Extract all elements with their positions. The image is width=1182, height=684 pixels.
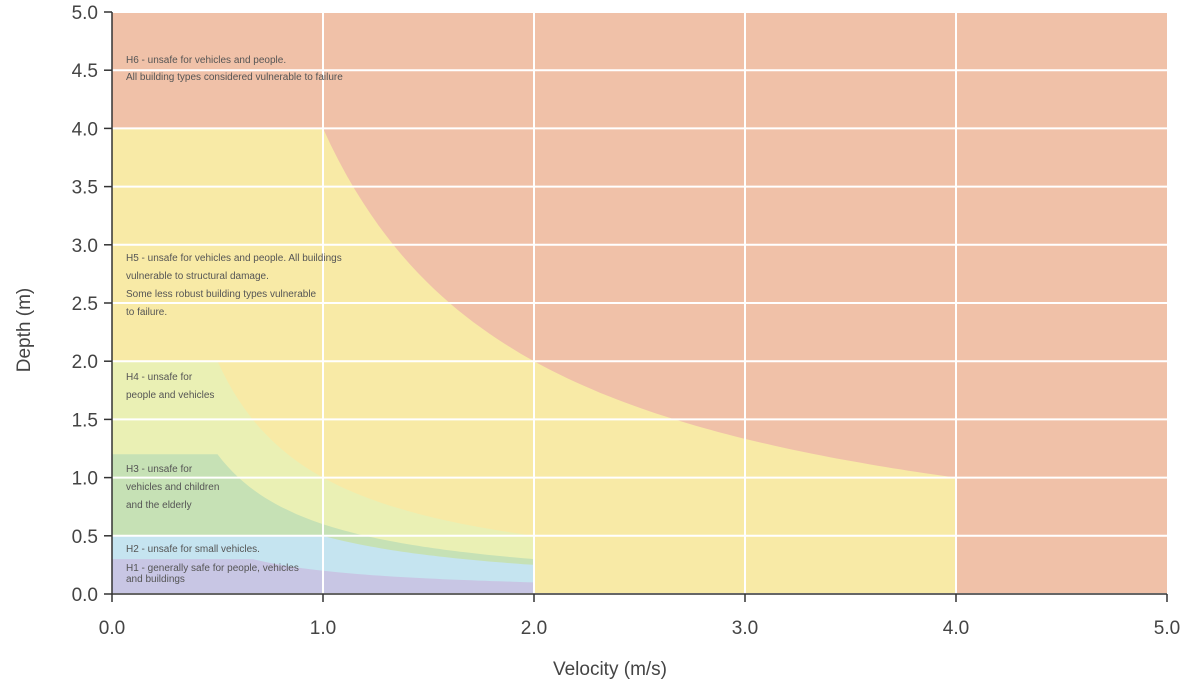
zone-label-line: All building types considered vulnerable… (126, 72, 343, 83)
y-tick-label: 3.0 (72, 236, 98, 257)
y-tick-label: 0.5 (72, 527, 98, 548)
zone-label-h4: H4 - unsafe for people and vehicles (126, 372, 214, 401)
zone-label-line: H4 - unsafe for (126, 372, 193, 383)
zone-label-line: H1 - generally safe for people, vehicles (126, 563, 299, 574)
zone-label-h3: H3 - unsafe for vehicles and children and … (126, 464, 219, 511)
x-tick-label: 1.0 (310, 618, 336, 639)
zone-label-line: and buildings (126, 574, 185, 585)
y-tick-label: 4.5 (72, 61, 98, 82)
zone-label-line: H5 - unsafe for vehicles and people. All… (126, 253, 342, 264)
x-tick-label: 3.0 (732, 618, 758, 639)
zone-label-h6: H6 - unsafe for vehicles and people. All … (126, 55, 343, 83)
zone-label-line: Some less robust building types vulnerab… (126, 289, 317, 300)
y-tick-label: 0.0 (72, 585, 98, 606)
y-axis-title: Depth (m) (14, 288, 35, 372)
y-tick-label: 5.0 (72, 3, 98, 24)
zone-label-line: and the elderly (126, 500, 192, 511)
y-tick-label: 4.0 (72, 119, 98, 140)
y-tick-label: 3.5 (72, 178, 98, 199)
x-tick-label: 2.0 (521, 618, 547, 639)
zone-label-line: vehicles and children (126, 482, 219, 493)
zone-label-line: to failure. (126, 307, 167, 318)
zone-label-h5: H5 - unsafe for vehicles and people. All… (126, 253, 342, 318)
zone-label-line: people and vehicles (126, 390, 214, 401)
y-tick-label: 2.5 (72, 294, 98, 315)
x-axis-title: Velocity (m/s) (553, 659, 667, 680)
y-tick-label: 2.0 (72, 352, 98, 373)
zone-label-line: H3 - unsafe for (126, 464, 193, 475)
y-tick-label: 1.5 (72, 410, 98, 431)
zone-label-h1: H1 - generally safe for people, vehicles… (126, 563, 299, 585)
zone-label-line: vulnerable to structural damage. (126, 271, 269, 282)
x-tick-label: 0.0 (99, 618, 125, 639)
x-tick-label: 4.0 (943, 618, 969, 639)
zone-label-line: H2 - unsafe for small vehicles. (126, 544, 260, 555)
zone-label-line: H6 - unsafe for vehicles and people. (126, 55, 286, 66)
x-tick-label: 5.0 (1154, 618, 1180, 639)
y-tick-label: 1.0 (72, 469, 98, 490)
zone-label-h2: H2 - unsafe for small vehicles. (126, 544, 260, 555)
